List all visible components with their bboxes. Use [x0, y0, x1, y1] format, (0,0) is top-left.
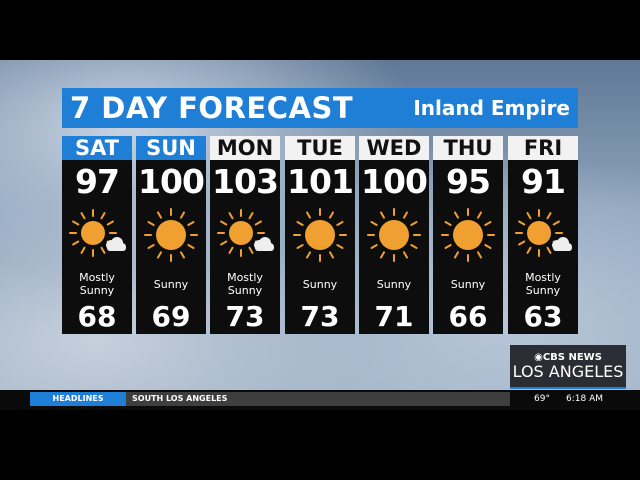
high-temperature: 95	[446, 162, 491, 201]
condition-text: Sunny	[136, 270, 206, 298]
day-column: WED 100 Sunny 71	[359, 136, 429, 334]
news-ticker: HEADLINES SOUTH LOS ANGELES 69° 6:18 AM	[0, 390, 640, 410]
day-label: MON	[210, 136, 280, 160]
current-time: 6:18 AM	[566, 394, 603, 404]
condition-text: Mostly Sunny	[508, 270, 578, 298]
day-column: TUE 101 Sunny 73	[285, 136, 355, 334]
low-temperature: 63	[523, 300, 563, 333]
condition-label: Mostly Sunny	[227, 271, 263, 297]
day-forecast: 97 Mostly Sunny 68	[62, 160, 132, 334]
network-logo: ◉CBS NEWS	[534, 352, 602, 363]
condition-text: Mostly Sunny	[210, 270, 280, 298]
city-name: LOS ANGELES	[512, 362, 624, 381]
day-label: THU	[433, 136, 503, 160]
day-column: MON 103 Mostly Sunny 73	[210, 136, 280, 334]
day-label: SUN	[136, 136, 206, 160]
day-forecast: 100 Sunny 69	[136, 160, 206, 334]
high-temperature: 97	[75, 162, 120, 201]
day-label: FRI	[508, 136, 578, 160]
day-forecast: 91 Mostly Sunny 63	[508, 160, 578, 334]
day-column: SAT 97 Mostly Sunny 68	[62, 136, 132, 334]
day-column: THU 95 Sunny 66	[433, 136, 503, 334]
sun-icon	[141, 205, 201, 265]
forecast-header: 7 DAY FORECAST Inland Empire	[62, 88, 578, 128]
low-temperature: 68	[77, 300, 117, 333]
current-temperature: 69°	[534, 394, 550, 404]
day-forecast: 101 Sunny 73	[285, 160, 355, 334]
condition-text: Mostly Sunny	[62, 270, 132, 298]
sun-icon	[290, 205, 350, 265]
day-column: FRI 91 Mostly Sunny 63	[508, 136, 578, 334]
day-forecast: 100 Sunny 71	[359, 160, 429, 334]
page-title: 7 DAY FORECAST	[70, 91, 354, 125]
sun-cloud-icon	[513, 205, 573, 265]
day-forecast: 103 Mostly Sunny 73	[210, 160, 280, 334]
day-forecast: 95 Sunny 66	[433, 160, 503, 334]
day-column: SUN 100 Sunny 69	[136, 136, 206, 334]
sun-cloud-icon	[215, 205, 275, 265]
ticker-label: HEADLINES	[30, 392, 126, 406]
condition-label: Mostly Sunny	[525, 271, 561, 297]
high-temperature: 100	[361, 162, 428, 201]
condition-label: Sunny	[376, 277, 412, 291]
condition-label: Sunny	[450, 277, 486, 291]
high-temperature: 100	[138, 162, 205, 201]
high-temperature: 103	[212, 162, 279, 201]
low-temperature: 73	[300, 300, 340, 333]
condition-label: Mostly Sunny	[79, 271, 115, 297]
high-temperature: 91	[521, 162, 566, 201]
sun-cloud-icon	[67, 205, 127, 265]
condition-label: Sunny	[302, 277, 338, 291]
high-temperature: 101	[287, 162, 354, 201]
day-label: SAT	[62, 136, 132, 160]
region-label: Inland Empire	[413, 96, 570, 120]
low-temperature: 73	[225, 300, 265, 333]
low-temperature: 69	[151, 300, 191, 333]
condition-text: Sunny	[285, 270, 355, 298]
condition-text: Sunny	[359, 270, 429, 298]
low-temperature: 71	[374, 300, 414, 333]
day-label: WED	[359, 136, 429, 160]
day-label: TUE	[285, 136, 355, 160]
low-temperature: 66	[448, 300, 488, 333]
ticker-story: SOUTH LOS ANGELES	[126, 392, 510, 406]
station-logo: ◉CBS NEWS LOS ANGELES	[510, 345, 626, 389]
sun-icon	[364, 205, 424, 265]
sun-icon	[438, 205, 498, 265]
condition-label: Sunny	[153, 277, 189, 291]
network-name: CBS NEWS	[542, 352, 602, 363]
condition-text: Sunny	[433, 270, 503, 298]
